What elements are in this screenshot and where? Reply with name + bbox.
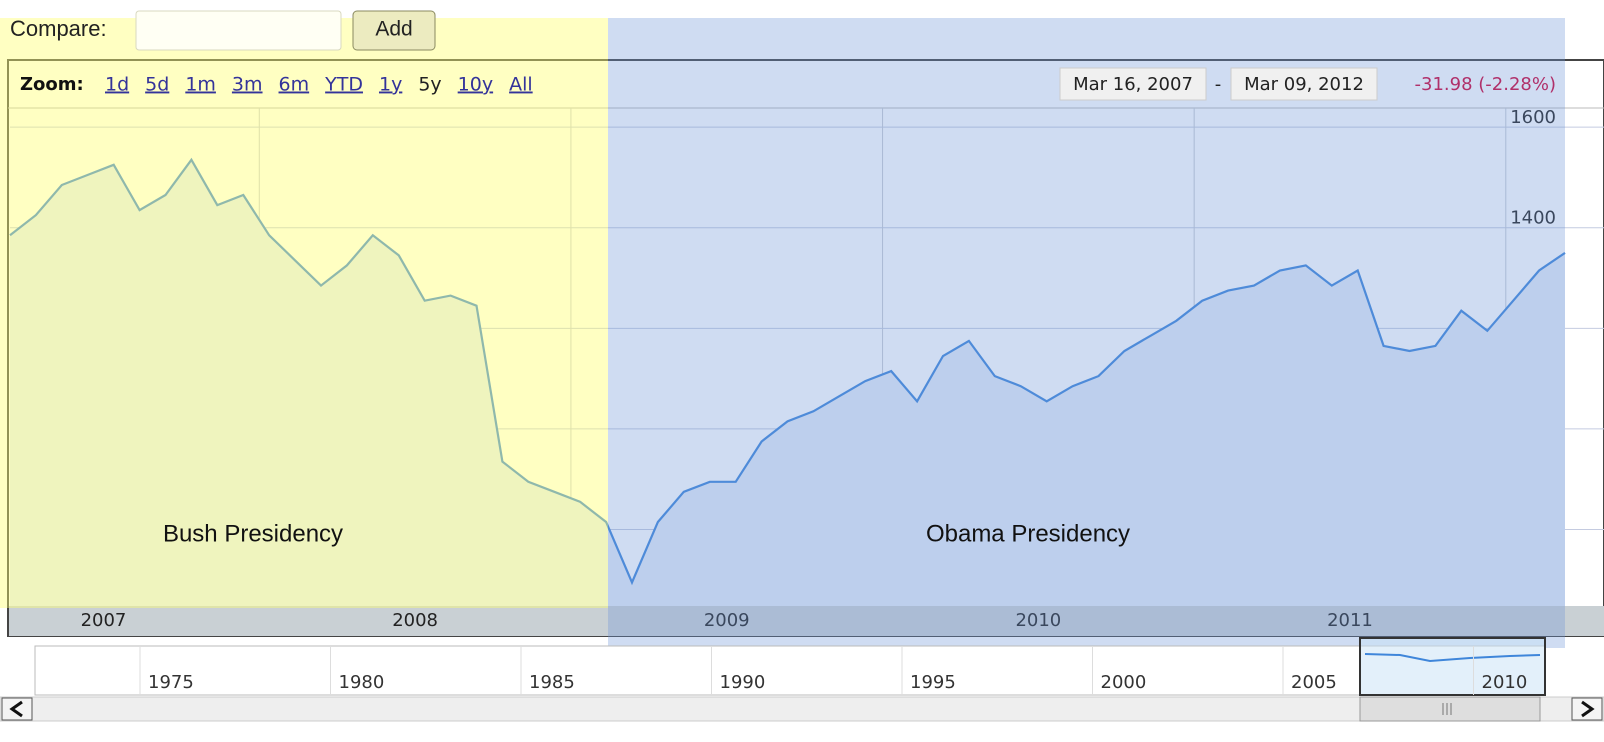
range-start[interactable]: Mar 16, 2007 bbox=[1073, 74, 1193, 95]
scrollbar bbox=[0, 696, 1604, 722]
compare-label: Compare: bbox=[10, 16, 107, 41]
zoom-label: Zoom: bbox=[20, 74, 84, 95]
zoom-option[interactable]: 3m bbox=[232, 74, 263, 96]
add-button-label[interactable]: Add bbox=[375, 18, 412, 41]
zoom-option[interactable]: YTD bbox=[324, 74, 363, 96]
y-tick-label: 1400 bbox=[1510, 208, 1556, 229]
annotation: Obama Presidency bbox=[926, 520, 1130, 547]
navigator-label: 1995 bbox=[910, 672, 956, 693]
annotation: Bush Presidency bbox=[163, 520, 343, 547]
range-box: Mar 16, 2007 - Mar 09, 2012 -31.98 (-2.2… bbox=[1059, 67, 1556, 101]
x-tick-label: 2008 bbox=[392, 610, 438, 631]
zoom-option[interactable]: 1d bbox=[105, 74, 129, 96]
x-tick-label: 2009 bbox=[704, 610, 750, 631]
navigator-label: 2005 bbox=[1291, 672, 1337, 693]
bush-overlay bbox=[0, 18, 608, 608]
navigator-trace bbox=[1364, 653, 1541, 663]
scroll-track[interactable] bbox=[0, 696, 1604, 722]
scroll-left[interactable] bbox=[1, 697, 33, 721]
navigator-label: 1980 bbox=[339, 672, 385, 693]
zoom-option[interactable]: 10y bbox=[458, 74, 493, 96]
navigator-label: 2000 bbox=[1101, 672, 1147, 693]
navigator-label: 1985 bbox=[529, 672, 575, 693]
x-tick-label: 2010 bbox=[1015, 610, 1061, 631]
navigator-frame bbox=[34, 645, 1546, 696]
zoom-option[interactable]: 1m bbox=[185, 74, 216, 96]
zoom-option[interactable]: 5d bbox=[145, 74, 169, 96]
scroll-right[interactable] bbox=[1571, 697, 1603, 721]
arrow-right bbox=[1581, 700, 1595, 718]
range-separator: - bbox=[1215, 74, 1222, 95]
x-tick-label: 2007 bbox=[81, 610, 127, 631]
navigator-label: 1975 bbox=[148, 672, 194, 693]
navigator-label: 2010 bbox=[1482, 672, 1528, 693]
range-end[interactable]: Mar 09, 2012 bbox=[1244, 74, 1364, 95]
scroll-thumb[interactable] bbox=[1359, 696, 1541, 722]
range-start-box[interactable] bbox=[1059, 67, 1207, 101]
obama-overlay bbox=[608, 18, 1565, 648]
series-layer: 800100012001400160020072008200920102011 bbox=[9, 107, 1604, 631]
compare-input[interactable] bbox=[135, 10, 342, 51]
zoom-option[interactable]: 5y bbox=[418, 74, 441, 96]
add-button[interactable] bbox=[352, 10, 436, 51]
line bbox=[9, 157, 1566, 586]
navigator-label: 1990 bbox=[720, 672, 766, 693]
y-tick-label: 1600 bbox=[1510, 107, 1556, 128]
scroll-grip bbox=[1442, 703, 1452, 715]
compare-bar: Compare: Add bbox=[10, 10, 436, 51]
zoom-bar: Zoom: 1d 5d 1m 3m 6m YTD 1y 5y 10y All bbox=[20, 74, 533, 96]
range-end-box[interactable] bbox=[1230, 67, 1378, 101]
area bbox=[10, 159, 1565, 607]
arrow-left bbox=[9, 700, 23, 718]
zoom-option[interactable]: All bbox=[509, 74, 533, 96]
navigator: 1975 1980 1985 1990 1995 2000 2005 2010 bbox=[34, 637, 1546, 696]
zoom-option[interactable]: 1y bbox=[379, 74, 402, 96]
zoom-option[interactable]: 6m bbox=[279, 74, 310, 96]
navigator-window[interactable] bbox=[1359, 637, 1546, 696]
range-change: -31.98 (-2.28%) bbox=[1415, 74, 1556, 95]
x-tick-label: 2011 bbox=[1327, 610, 1373, 631]
year-band bbox=[9, 606, 1604, 636]
